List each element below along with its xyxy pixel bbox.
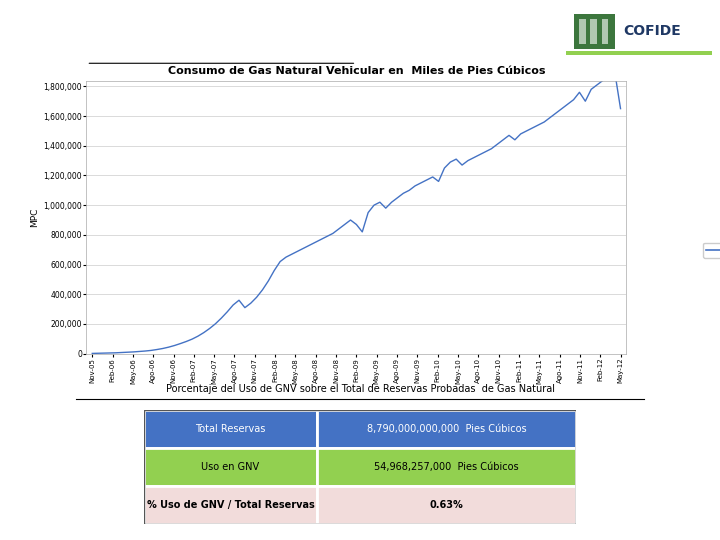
Bar (579, 19, 585, 44)
Legend: CONSUMO (MPC): CONSUMO (MPC) (703, 242, 720, 258)
Bar (566, 51, 712, 55)
Text: Uso en GNV: Uso en GNV (202, 462, 259, 472)
Bar (317, 486, 576, 524)
Bar (144, 448, 317, 486)
Bar (575, 15, 615, 49)
Bar (590, 19, 597, 44)
Bar (317, 410, 576, 448)
Text: 8,790,000,000,000  Pies Cúbicos: 8,790,000,000,000 Pies Cúbicos (366, 424, 526, 434)
Bar (602, 19, 608, 44)
Text: 54,968,257,000  Pies Cúbicos: 54,968,257,000 Pies Cúbicos (374, 462, 518, 472)
Text: Porcentaje del Uso de GNV sobre el Total de Reservas Probadas  de Gas Natural: Porcentaje del Uso de GNV sobre el Total… (166, 384, 554, 394)
Title: Consumo de Gas Natural Vehicular en  Miles de Pies Cúbicos: Consumo de Gas Natural Vehicular en Mile… (168, 66, 545, 76)
Text: % Uso de GNV / Total Reservas: % Uso de GNV / Total Reservas (147, 500, 314, 510)
Text: COFIDE: COFIDE (623, 24, 680, 38)
Bar (144, 486, 317, 524)
Text: 0.63%: 0.63% (430, 500, 463, 510)
Bar (144, 410, 317, 448)
Bar (317, 448, 576, 486)
Text: Reservas de Camisea vs Consumo de GNV (a Julio 2012): Reservas de Camisea vs Consumo de GNV (a… (10, 24, 489, 39)
Y-axis label: MPC: MPC (30, 208, 40, 227)
Text: Total Reservas: Total Reservas (195, 424, 266, 434)
